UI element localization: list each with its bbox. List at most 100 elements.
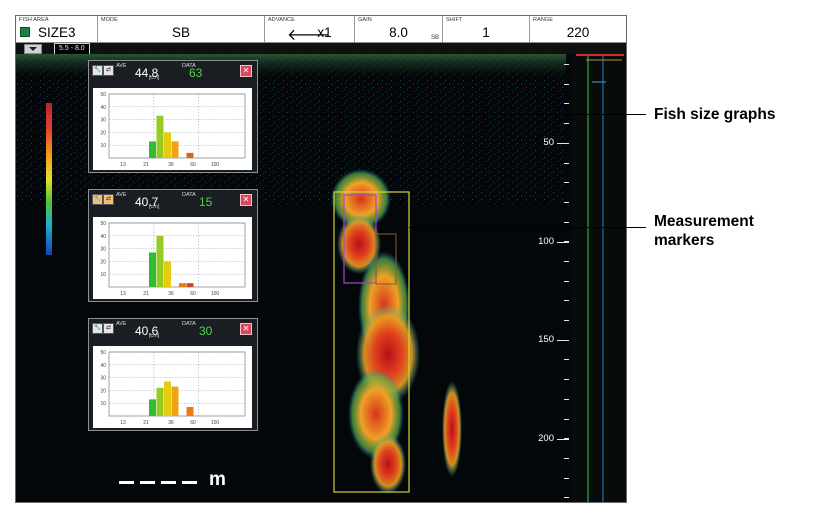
fish-area-checkbox[interactable]	[20, 27, 30, 37]
count-value: 30	[199, 324, 213, 338]
histogram-bar	[149, 252, 156, 287]
close-icon[interactable]: ✕	[240, 323, 252, 335]
x-tick-label: 60	[190, 420, 196, 426]
y-tick-label: 50	[100, 92, 106, 98]
fish-area-cell[interactable]: FISH AREA SIZE3	[16, 16, 98, 42]
left-arrow-icon: 🡐	[287, 27, 330, 44]
histogram-bar	[171, 386, 179, 416]
wrench-icon[interactable]: 🔧	[92, 194, 103, 205]
depth-tick-minor	[564, 222, 569, 223]
depth-tick-minor	[564, 103, 569, 104]
depth-tick-minor	[564, 64, 569, 65]
depth-tick-major	[557, 439, 569, 440]
histogram-bar	[164, 261, 171, 287]
ave-label: AVE	[116, 63, 127, 69]
histogram-bar	[171, 141, 179, 158]
count-value: 15	[199, 195, 213, 209]
fish-area-label: FISH AREA	[19, 17, 49, 23]
menu-dropdown-button[interactable]	[24, 44, 42, 54]
depth-tick-minor	[564, 261, 569, 262]
gain-cell[interactable]: GAIN 8.0 SB	[355, 16, 443, 42]
depth-label: 150	[538, 334, 554, 345]
depth-tick-minor	[564, 478, 569, 479]
depth-tick-minor	[564, 419, 569, 420]
depth-tick-minor	[564, 359, 569, 360]
wrench-icon[interactable]: 🔧	[92, 323, 103, 334]
advance-cell[interactable]: ADVANCE 🡐 x1	[265, 16, 355, 44]
histogram: 50 40 30 20 10 13 21 36 60 100	[93, 217, 252, 299]
histogram-bar	[186, 407, 194, 416]
shift-cell[interactable]: SHIFT 1	[443, 16, 530, 42]
x-tick-label: 100	[211, 162, 220, 168]
data-label: DATA	[182, 321, 196, 327]
x-tick-label: 36	[168, 420, 174, 426]
histogram-bar	[164, 132, 171, 158]
depth-tick-minor	[564, 320, 569, 321]
swap-icon[interactable]: ⇄	[103, 65, 114, 76]
depth-tick-minor	[564, 379, 569, 380]
wrench-icon[interactable]: 🔧	[92, 65, 103, 76]
unit-label: [cm]	[149, 204, 160, 210]
range-cell[interactable]: RANGE 220	[530, 16, 626, 42]
scale-segment	[182, 481, 197, 484]
depth-tick-minor	[564, 123, 569, 124]
x-tick-label: 21	[143, 291, 149, 297]
mode-label: MODE	[101, 17, 118, 23]
unit-label: [cm]	[149, 333, 160, 339]
scale-unit: m	[209, 469, 226, 490]
depth-tick-major	[557, 242, 569, 243]
advance-value: x1	[317, 25, 332, 40]
histogram: 50 40 30 20 10 13 21 36 60 100	[93, 88, 252, 170]
shift-value: 1	[482, 25, 490, 40]
histogram-bar	[156, 115, 164, 158]
echogram-display[interactable]: FISH AREA SIZE3 MODE SB ADVANCE 🡐 x1 GAI…	[15, 15, 627, 503]
histogram-bar	[156, 235, 164, 287]
advance-label: ADVANCE	[268, 17, 295, 23]
depth-tick-minor	[564, 84, 569, 85]
swap-icon[interactable]: ⇄	[103, 194, 114, 205]
x-tick-label: 36	[168, 291, 174, 297]
ave-value: 44.8	[135, 66, 159, 80]
y-tick-label: 50	[100, 221, 106, 227]
depth-tick-minor	[564, 202, 569, 203]
fish-size-graph-1[interactable]: 🔧 ⇄ AVE 44.8 [cm] DATA 63 ✕ 50 40 30 20 10 13…	[88, 60, 258, 173]
y-tick-label: 10	[100, 401, 106, 407]
depth-tick-minor	[564, 300, 569, 301]
data-label: DATA	[182, 192, 196, 198]
histogram-bar	[149, 399, 156, 416]
range-label: RANGE	[533, 17, 554, 23]
depth-label: 200	[538, 433, 554, 444]
callout-markers-line1: Measurement	[654, 213, 754, 230]
close-icon[interactable]: ✕	[240, 65, 252, 77]
y-tick-label: 20	[100, 388, 106, 394]
ave-label: AVE	[116, 192, 127, 198]
fish-size-graph-2[interactable]: 🔧 ⇄ AVE 40.7 [cm] DATA 15 ✕ 50 40 30 20 10 13…	[88, 189, 258, 302]
swap-icon[interactable]: ⇄	[103, 323, 114, 334]
y-tick-label: 20	[100, 130, 106, 136]
gain-sub: SB	[430, 35, 439, 41]
callout-fish-size: Fish size graphs	[654, 106, 776, 123]
callout-markers-line2: markers	[654, 232, 715, 249]
x-tick-label: 21	[143, 420, 149, 426]
histogram-bar	[164, 381, 171, 416]
depth-tick-minor	[564, 497, 569, 498]
y-tick-label: 40	[100, 363, 106, 369]
depth-tick-minor	[564, 340, 569, 341]
x-tick-label: 13	[120, 291, 126, 297]
close-icon[interactable]: ✕	[240, 194, 252, 206]
fish-area-value: SIZE3	[38, 25, 76, 40]
range-value: 220	[566, 25, 590, 40]
measurement-marker-outer	[333, 191, 410, 493]
mode-cell[interactable]: MODE SB	[98, 16, 265, 42]
fish-size-graph-3[interactable]: 🔧 ⇄ AVE 40.6 [cm] DATA 30 ✕ 50 40 30 20 10 13…	[88, 318, 258, 431]
plot-frame	[108, 222, 246, 288]
y-tick-label: 40	[100, 105, 106, 111]
histogram-bar	[186, 152, 194, 158]
depth-tick-minor	[564, 458, 569, 459]
x-tick-label: 21	[143, 162, 149, 168]
scale-segment	[161, 481, 176, 484]
distance-scale-bar: m	[119, 469, 226, 495]
count-value: 63	[189, 66, 203, 80]
depth-tick-minor	[564, 399, 569, 400]
callout-line-markers	[409, 227, 646, 228]
